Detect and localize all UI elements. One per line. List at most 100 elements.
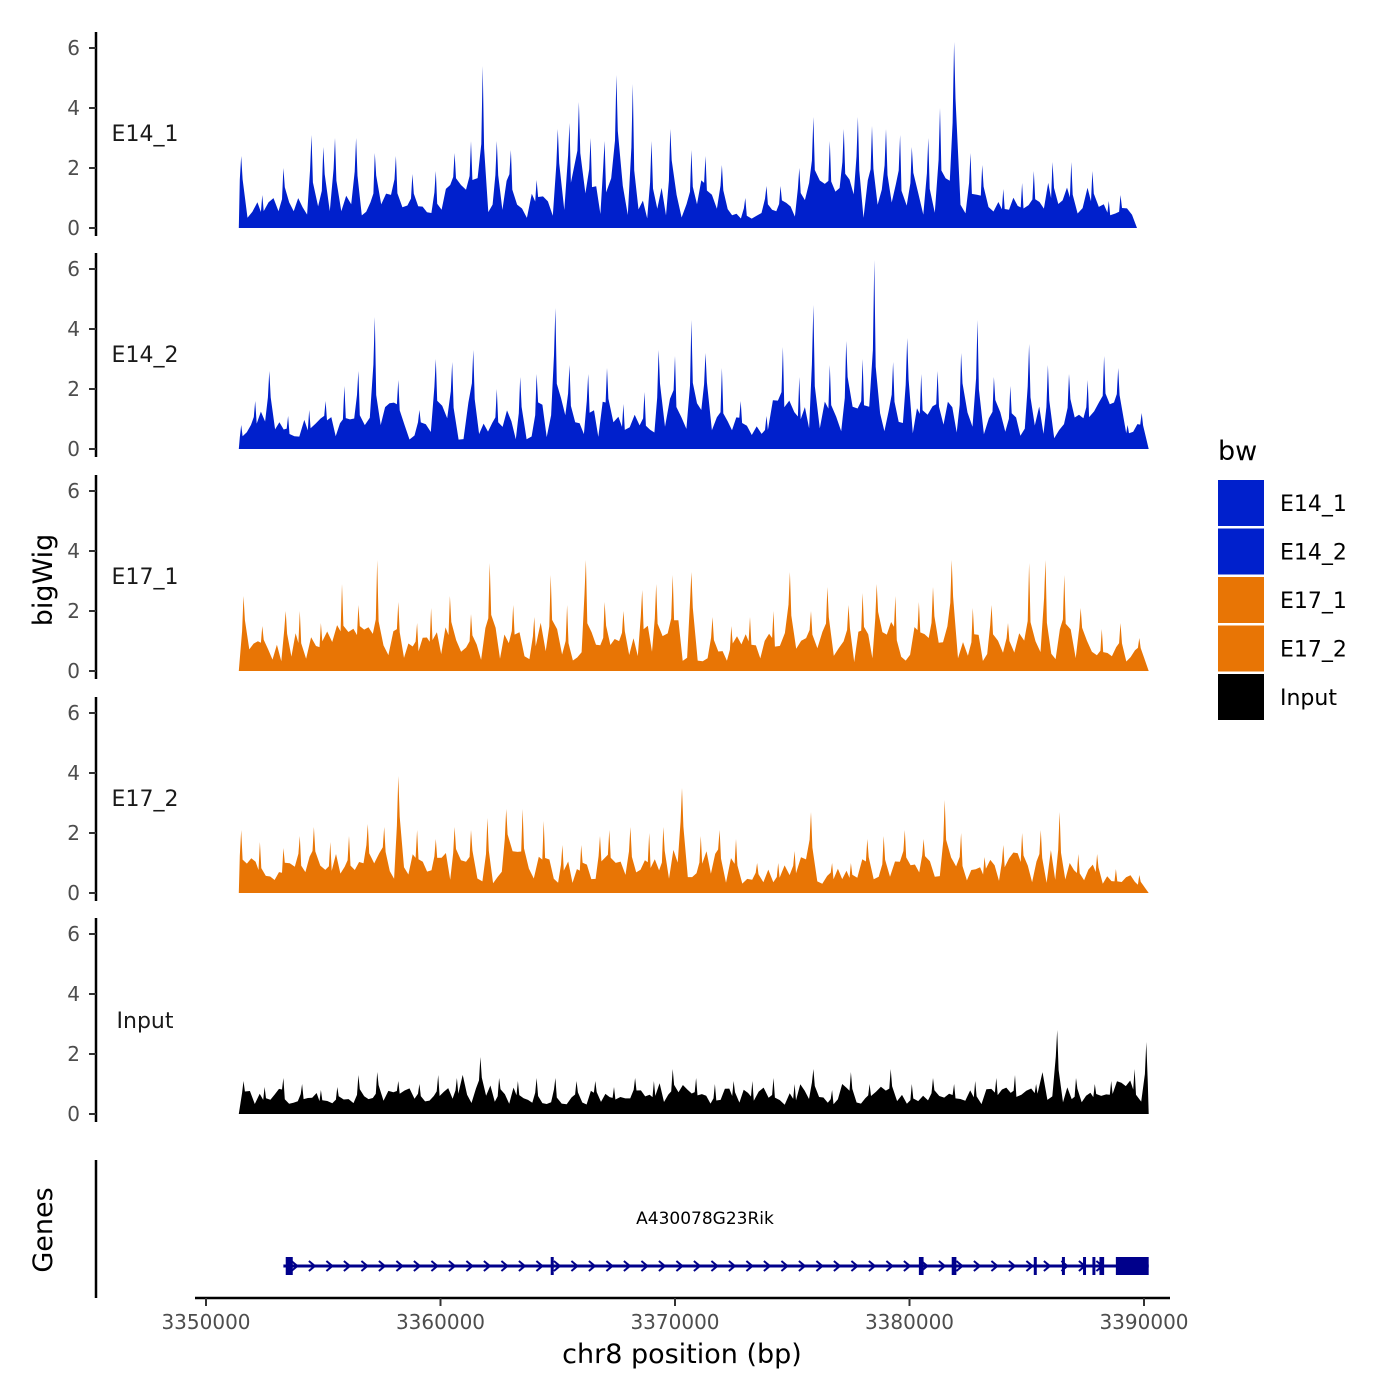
- gene-exon-9: [1099, 1257, 1105, 1275]
- y-tick-label-E17_1-0: 0: [67, 659, 80, 683]
- gene-strand-chevron: [868, 1260, 877, 1272]
- legend-label-Input: Input: [1280, 686, 1337, 711]
- gene-exon-1: [285, 1257, 293, 1275]
- gene-strand-chevron: [395, 1260, 404, 1272]
- gene-strand-chevron: [308, 1260, 317, 1272]
- y-tick-label-E17_1-4: 4: [67, 539, 80, 563]
- legend-key-E14_2: [1218, 528, 1264, 575]
- gene-strand-chevron: [885, 1260, 894, 1272]
- gene-strand-chevron: [553, 1260, 562, 1272]
- y-tick-label-Input-4: 4: [67, 982, 80, 1006]
- gene-strand-chevron: [833, 1260, 842, 1272]
- track-label-Input: Input: [117, 1009, 174, 1034]
- y-tick-label-E17_2-6: 6: [67, 701, 80, 725]
- gene-strand-chevron: [483, 1260, 492, 1272]
- y-tick-label-E14_1-2: 2: [67, 156, 80, 180]
- y-tick-label-E14_2-6: 6: [67, 257, 80, 281]
- y-tick-label-Input-2: 2: [67, 1042, 80, 1066]
- gene-strand-chevron: [1025, 1260, 1034, 1272]
- gene-strand-chevron: [623, 1260, 632, 1272]
- track-label-E14_2: E14_2: [112, 343, 179, 368]
- x-tick-label-3390000: 3390000: [1099, 1310, 1188, 1334]
- gene-strand-chevron: [535, 1260, 544, 1272]
- gene-strand-chevron: [973, 1260, 982, 1272]
- gene-strand-chevron: [640, 1260, 649, 1272]
- coverage-area-E17_1: [238, 560, 1149, 671]
- x-axis: 3350000 3360000 3370000 3380000 3390000: [161, 1296, 1189, 1334]
- legend-key-E17_2: [1218, 625, 1264, 672]
- y-tick-label-E14_2-2: 2: [67, 377, 80, 401]
- gene-exon-4: [951, 1257, 957, 1275]
- x-tick-label-3380000: 3380000: [865, 1310, 954, 1334]
- gene-strand-chevron: [290, 1260, 299, 1272]
- gene-strand-chevron: [780, 1260, 789, 1272]
- gene-strand-chevron: [675, 1260, 684, 1272]
- coverage-area-E14_2: [238, 260, 1149, 449]
- gene-exon-10: [1115, 1257, 1149, 1275]
- gene-strand-chevron: [990, 1260, 999, 1272]
- gene-exon-3: [918, 1257, 924, 1275]
- legend-label-E14_2: E14_2: [1280, 541, 1347, 566]
- gene-strand-chevron: [518, 1260, 527, 1272]
- y-tick-label-E14_1-6: 6: [67, 36, 80, 60]
- gene-name-label: A430078G23Rik: [636, 1209, 774, 1229]
- gene-model: [283, 1257, 1149, 1275]
- x-tick-label-3360000: 3360000: [396, 1310, 485, 1334]
- gene-strand-chevron: [605, 1260, 614, 1272]
- legend-key-E17_1: [1218, 577, 1264, 623]
- y-tick-label-E17_2-0: 0: [67, 881, 80, 905]
- gene-exon-8: [1092, 1257, 1096, 1275]
- gene-exon-2: [550, 1257, 554, 1275]
- gene-strand-chevron: [500, 1260, 509, 1272]
- y-tick-label-E17_2-2: 2: [67, 821, 80, 845]
- gene-strand-chevron: [588, 1260, 597, 1272]
- coverage-area-Input: [238, 1030, 1149, 1114]
- track-E14_2: 0 2 4 6 E14_2: [67, 253, 1149, 461]
- y-tick-label-E14_1-4: 4: [67, 96, 80, 120]
- gene-strand-chevron: [430, 1260, 439, 1272]
- legend-label-E17_2: E17_2: [1280, 638, 1347, 663]
- y-tick-label-E17_1-6: 6: [67, 479, 80, 503]
- gene-strand-chevron: [955, 1260, 964, 1272]
- track-Input: 0 2 4 6 Input: [67, 918, 1149, 1126]
- legend: bw E14_1 E14_2 E17_1 E17_2 Input: [1218, 436, 1347, 720]
- gene-strand-chevron: [448, 1260, 457, 1272]
- genes-axis-title: Genes: [28, 1187, 59, 1272]
- gene-strand-chevron: [570, 1260, 579, 1272]
- x-tick-label-3350000: 3350000: [161, 1310, 250, 1334]
- legend-key-Input: [1218, 674, 1264, 720]
- coverage-area-E17_2: [238, 776, 1149, 893]
- tracks-group: 0 2 4 6 E14_1 0 2 4 6 E14_2 0 2 4 6 E17_1 0 2 4 6 E17_2 0 2 4 6…: [67, 32, 1149, 1126]
- track-E17_2: 0 2 4 6 E17_2: [67, 697, 1149, 905]
- legend-title: bw: [1218, 436, 1257, 467]
- gene-strand-chevron: [903, 1260, 912, 1272]
- gene-strand-chevron: [658, 1260, 667, 1272]
- gene-strand-chevron: [850, 1260, 859, 1272]
- gene-strand-chevron: [693, 1260, 702, 1272]
- y-tick-label-Input-0: 0: [67, 1102, 80, 1126]
- track-label-E14_1: E14_1: [112, 122, 179, 147]
- gene-strand-chevron: [710, 1260, 719, 1272]
- gene-strand-chevron: [325, 1260, 334, 1272]
- gene-exon-7: [1083, 1257, 1087, 1275]
- legend-key-E14_1: [1218, 480, 1264, 526]
- y-tick-label-E17_1-2: 2: [67, 599, 80, 623]
- y-tick-label-E14_1-0: 0: [67, 216, 80, 240]
- gene-strand-chevron: [413, 1260, 422, 1272]
- track-E14_1: 0 2 4 6 E14_1: [67, 32, 1138, 240]
- gene-exon-6: [1061, 1257, 1065, 1275]
- gene-strand-chevron: [1008, 1260, 1017, 1272]
- gene-strand-chevron: [343, 1260, 352, 1272]
- gene-strand-chevron: [728, 1260, 737, 1272]
- x-axis-title: chr8 position (bp): [562, 1339, 802, 1370]
- track-label-E17_2: E17_2: [112, 787, 179, 812]
- legend-label-E14_1: E14_1: [1280, 492, 1347, 517]
- gene-strand-chevron: [360, 1260, 369, 1272]
- coverage-area-E14_1: [238, 42, 1138, 228]
- gene-strand-chevron: [763, 1260, 772, 1272]
- y-axis-title: bigWig: [28, 534, 59, 627]
- gene-strand-chevron: [378, 1260, 387, 1272]
- gene-strand-chevron: [798, 1260, 807, 1272]
- gene-strand-chevron: [938, 1260, 947, 1272]
- y-tick-label-Input-6: 6: [67, 922, 80, 946]
